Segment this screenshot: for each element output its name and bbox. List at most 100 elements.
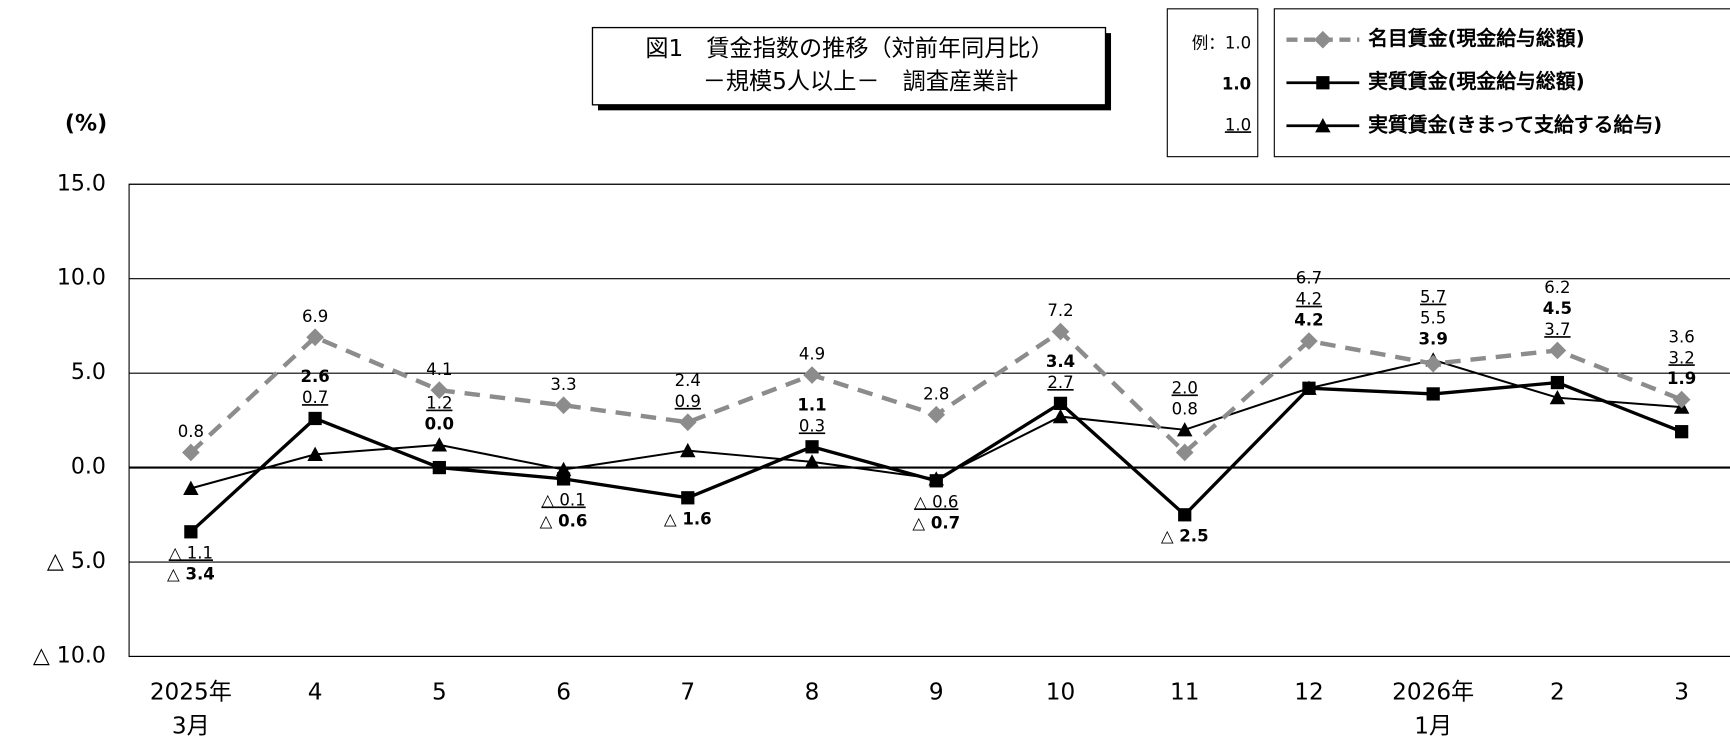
diamond-marker	[927, 405, 946, 424]
legend-example: 1.0	[1222, 74, 1251, 93]
triangle-marker	[1052, 408, 1069, 424]
diamond-marker	[1300, 332, 1318, 350]
triangle-marker	[804, 454, 820, 469]
value-label: 2.0	[1172, 378, 1198, 397]
value-label: 6.2	[1544, 278, 1570, 297]
value-label: 4.2	[1294, 311, 1323, 330]
value-label: 2.8	[923, 384, 949, 403]
square-marker	[184, 525, 198, 539]
chart-body: 図1 賃金指数の推移（対前年同月比） －規模5人以上－ 調査産業計 (%) △ …	[33, 8, 1730, 739]
x-tick-label: 10	[1046, 679, 1075, 705]
value-label: 0.0	[425, 415, 454, 434]
x-tick-label: 4	[308, 679, 323, 705]
y-tick-label: 10.0	[57, 266, 106, 291]
value-label: 0.8	[178, 422, 204, 441]
series-line	[190, 358, 1682, 490]
value-label: 3.3	[550, 375, 576, 394]
square-marker	[1316, 76, 1330, 90]
square-marker	[308, 411, 322, 426]
value-label: 3.2	[1669, 348, 1695, 367]
value-label: 6.7	[1296, 269, 1322, 288]
x-tick-label: 2026年	[1392, 679, 1474, 705]
value-label: 3.7	[1544, 320, 1570, 339]
triangle-marker	[928, 471, 944, 486]
value-label: △ 0.6	[914, 492, 958, 511]
triangle-marker	[431, 437, 448, 452]
x-tick-label: 12	[1294, 679, 1323, 705]
value-label: △ 0.7	[912, 513, 960, 532]
square-marker	[1550, 375, 1565, 390]
title-box	[591, 26, 1107, 106]
value-label: 0.8	[1172, 399, 1198, 418]
value-label: 5.7	[1420, 288, 1446, 307]
value-label: △ 3.4	[167, 564, 215, 583]
plot-border	[128, 183, 1730, 658]
value-label: 4.2	[1296, 290, 1322, 309]
x-tick-label: 3月	[172, 714, 210, 739]
diamond-marker	[182, 443, 200, 462]
triangle-marker	[307, 446, 323, 461]
legend-example-box	[1166, 8, 1259, 158]
value-label: 4.1	[426, 360, 452, 379]
x-tick-label: 8	[805, 679, 820, 705]
diamond-marker	[1175, 443, 1194, 462]
square-marker	[1053, 396, 1068, 410]
value-label: 4.5	[1543, 299, 1572, 318]
diamond-marker	[1548, 341, 1567, 360]
x-tick-label: 2	[1550, 679, 1565, 705]
value-label: 3.6	[1669, 327, 1695, 346]
square-marker	[1675, 425, 1689, 439]
triangle-marker	[555, 461, 572, 477]
triangle-marker	[183, 480, 199, 495]
square-marker	[805, 440, 819, 454]
value-label: 4.9	[799, 345, 825, 364]
value-label: 5.5	[1420, 309, 1446, 328]
diamond-marker	[430, 381, 449, 399]
value-label: 6.9	[302, 307, 328, 326]
y-tick-label: 0.0	[71, 455, 106, 480]
legend-label: 実質賃金(きまって支給する給与)	[1368, 113, 1662, 136]
x-tick-label: 5	[432, 679, 447, 705]
square-marker	[1426, 387, 1440, 401]
diamond-marker	[1051, 322, 1070, 341]
x-tick-label: 3	[1674, 679, 1689, 705]
value-label: 2.7	[1047, 373, 1073, 392]
value-label: 1.1	[797, 395, 826, 414]
triangle-marker	[1301, 380, 1317, 395]
triangle-marker	[1549, 389, 1566, 405]
triangle-marker	[680, 442, 696, 458]
triangle-marker	[1177, 422, 1193, 437]
x-tick-label: 9	[929, 679, 944, 705]
y-tick-label: 5.0	[71, 360, 106, 385]
legend-example: 例：1.0	[1192, 34, 1251, 53]
value-label: △ 0.6	[540, 511, 588, 530]
chart-title: 図1 賃金指数の推移（対前年同月比）	[645, 36, 1053, 62]
diamond-marker	[554, 396, 573, 415]
value-label: 0.7	[302, 388, 328, 407]
diamond-marker	[803, 366, 821, 384]
chart-subtitle: －規模5人以上－ 調査産業計	[703, 69, 1019, 95]
legend-example: 1.0	[1225, 115, 1251, 134]
y-axis-label: (%)	[65, 112, 107, 137]
diamond-marker	[1314, 30, 1332, 49]
legend-label: 実質賃金(現金給与総額)	[1368, 70, 1585, 93]
value-label: 3.4	[1046, 352, 1075, 371]
value-label: 2.6	[300, 367, 329, 386]
diamond-marker	[306, 328, 324, 347]
triangle-marker	[1315, 118, 1331, 133]
x-tick-label: 2025年	[150, 679, 232, 705]
x-tick-label: 6	[556, 679, 571, 705]
x-tick-label: 1月	[1414, 714, 1452, 739]
value-label: △ 1.6	[664, 509, 712, 528]
value-label: 2.4	[675, 371, 701, 390]
diamond-marker	[678, 413, 697, 432]
value-label: 7.2	[1047, 301, 1073, 320]
y-tick-label: 15.0	[57, 171, 106, 196]
y-tick-label: △ 5.0	[47, 549, 106, 574]
value-label: 1.9	[1667, 369, 1696, 388]
diamond-marker	[1424, 354, 1443, 373]
value-label: △ 2.5	[1161, 526, 1209, 545]
value-label: 3.9	[1419, 330, 1448, 349]
value-label: 0.3	[799, 416, 825, 435]
square-marker	[1178, 508, 1192, 522]
